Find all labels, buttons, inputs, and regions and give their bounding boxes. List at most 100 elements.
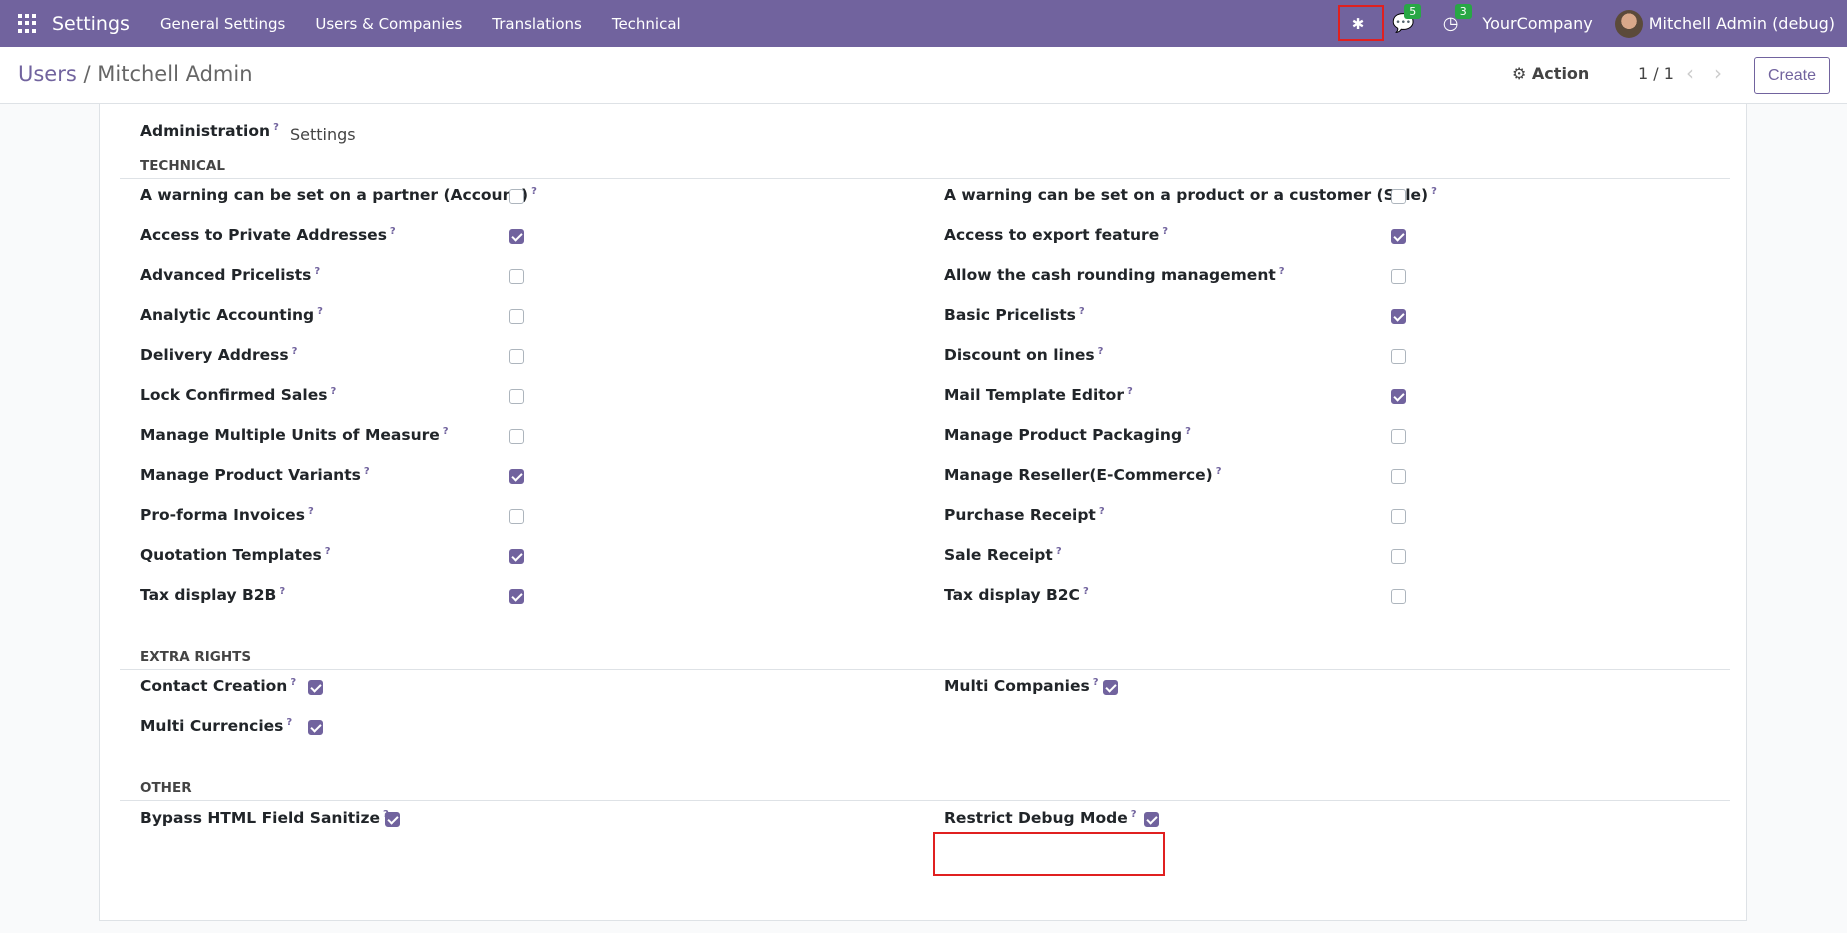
- pager-value[interactable]: 1 / 1: [1638, 64, 1674, 83]
- pager-next-icon[interactable]: ›: [1714, 61, 1722, 85]
- checkbox-pro-forma-invoices[interactable]: [509, 509, 524, 524]
- checkbox-manage-product-variants[interactable]: [509, 469, 524, 484]
- action-menu[interactable]: ⚙ Action: [1512, 64, 1589, 83]
- other-divider: [120, 800, 1730, 801]
- field-label-restrict-debug-mode: Restrict Debug Mode?: [944, 809, 1137, 828]
- field-label-a-warning-can-be-set-on-a-product-or-a-customer-sale: A warning can be set on a product or a c…: [944, 186, 1437, 205]
- help-icon[interactable]: ?: [1098, 506, 1105, 517]
- field-label-manage-product-variants: Manage Product Variants?: [140, 466, 370, 485]
- help-icon[interactable]: ?: [314, 266, 321, 277]
- checkbox-bypass-html-field-sanitize[interactable]: [385, 812, 400, 827]
- menu-general-settings[interactable]: General Settings: [159, 14, 286, 33]
- menu-translations[interactable]: Translations: [492, 14, 582, 33]
- gear-icon: ⚙: [1512, 64, 1527, 83]
- help-icon[interactable]: ?: [1055, 546, 1062, 557]
- help-icon[interactable]: ?: [1082, 586, 1089, 597]
- checkbox-delivery-address[interactable]: [509, 349, 524, 364]
- app-menu-icon[interactable]: [18, 13, 38, 34]
- help-icon[interactable]: ?: [1278, 266, 1285, 277]
- help-icon[interactable]: ?: [290, 677, 297, 688]
- field-label-manage-product-packaging: Manage Product Packaging?: [944, 426, 1191, 445]
- help-icon[interactable]: ?: [389, 226, 396, 237]
- menu-users-companies[interactable]: Users & Companies: [315, 14, 463, 33]
- checkbox-a-warning-can-be-set-on-a-partner-account[interactable]: [509, 189, 524, 204]
- help-icon[interactable]: ?: [317, 306, 323, 317]
- field-label-multi-companies: Multi Companies?: [944, 677, 1099, 696]
- field-label-sale-receipt: Sale Receipt?: [944, 546, 1062, 565]
- user-menu[interactable]: Mitchell Admin (debug): [1648, 14, 1835, 33]
- checkbox-quotation-templates[interactable]: [509, 549, 524, 564]
- help-icon[interactable]: ?: [1092, 677, 1099, 688]
- help-icon[interactable]: ?: [1097, 346, 1104, 357]
- messages-icon[interactable]: 💬 5: [1392, 4, 1422, 34]
- checkbox-access-to-private-addresses[interactable]: [509, 229, 524, 244]
- field-label-delivery-address: Delivery Address?: [140, 346, 298, 365]
- checkbox-discount-on-lines[interactable]: [1391, 349, 1406, 364]
- pager-prev-icon[interactable]: ‹: [1686, 61, 1694, 85]
- checkbox-basic-pricelists[interactable]: [1391, 309, 1406, 324]
- checkbox-contact-creation[interactable]: [308, 680, 323, 695]
- help-icon[interactable]: ?: [1162, 226, 1169, 237]
- field-label-discount-on-lines: Discount on lines?: [944, 346, 1104, 365]
- administration-value[interactable]: Settings: [290, 125, 356, 144]
- field-label-mail-template-editor: Mail Template Editor?: [944, 386, 1133, 405]
- field-label-access-to-private-addresses: Access to Private Addresses?: [140, 226, 396, 245]
- help-icon[interactable]: ?: [286, 717, 293, 728]
- technical-divider: [120, 178, 1730, 179]
- app-brand[interactable]: Settings: [52, 12, 130, 35]
- activities-badge: 3: [1454, 4, 1472, 19]
- checkbox-tax-display-b2b[interactable]: [509, 589, 524, 604]
- checkbox-allow-the-cash-rounding-management[interactable]: [1391, 269, 1406, 284]
- help-icon[interactable]: ?: [1431, 186, 1437, 197]
- field-label-a-warning-can-be-set-on-a-partner-account: A warning can be set on a partner (Accou…: [140, 186, 537, 205]
- breadcrumb-users[interactable]: Users: [18, 62, 77, 86]
- checkbox-advanced-pricelists[interactable]: [509, 269, 524, 284]
- checkbox-manage-reseller-e-commerce[interactable]: [1391, 469, 1406, 484]
- activities-clock-icon[interactable]: ◷ 3: [1443, 4, 1472, 34]
- debug-bug-icon[interactable]: ✱: [1351, 14, 1365, 33]
- help-icon[interactable]: ?: [307, 506, 314, 517]
- checkbox-tax-display-b2c[interactable]: [1391, 589, 1406, 604]
- breadcrumb-sep: /: [83, 62, 91, 86]
- messages-badge: 5: [1404, 4, 1422, 19]
- field-label-purchase-receipt: Purchase Receipt?: [944, 506, 1105, 525]
- create-button[interactable]: Create: [1754, 57, 1830, 94]
- help-icon[interactable]: ?: [1130, 809, 1137, 820]
- checkbox-lock-confirmed-sales[interactable]: [509, 389, 524, 404]
- help-icon[interactable]: ?: [330, 386, 337, 397]
- help-icon[interactable]: ?: [324, 546, 331, 557]
- company-switcher[interactable]: YourCompany: [1482, 14, 1593, 33]
- help-icon[interactable]: ?: [279, 586, 286, 597]
- administration-label: Administration?: [140, 122, 279, 141]
- help-icon[interactable]: ?: [1185, 426, 1191, 437]
- help-icon[interactable]: ?: [1078, 306, 1085, 317]
- checkbox-manage-multiple-units-of-measure[interactable]: [509, 429, 524, 444]
- help-icon[interactable]: ?: [1126, 386, 1133, 397]
- checkbox-analytic-accounting[interactable]: [509, 309, 524, 324]
- help-icon[interactable]: ?: [363, 466, 370, 477]
- checkbox-a-warning-can-be-set-on-a-product-or-a-customer-sale[interactable]: [1391, 189, 1406, 204]
- field-label-analytic-accounting: Analytic Accounting?: [140, 306, 323, 325]
- help-icon[interactable]: ?: [442, 426, 449, 437]
- avatar[interactable]: [1614, 9, 1643, 38]
- field-label-allow-the-cash-rounding-management: Allow the cash rounding management?: [944, 266, 1285, 285]
- action-label: Action: [1531, 64, 1590, 83]
- menu-technical[interactable]: Technical: [611, 14, 681, 33]
- checkbox-restrict-debug-mode[interactable]: [1144, 812, 1159, 827]
- field-label-tax-display-b2c: Tax display B2C?: [944, 586, 1089, 605]
- checkbox-access-to-export-feature[interactable]: [1391, 229, 1406, 244]
- help-icon[interactable]: ?: [291, 346, 298, 357]
- field-label-pro-forma-invoices: Pro-forma Invoices?: [140, 506, 314, 525]
- checkbox-manage-product-packaging[interactable]: [1391, 429, 1406, 444]
- other-section-title: OTHER: [140, 780, 192, 796]
- checkbox-multi-companies[interactable]: [1103, 680, 1118, 695]
- checkbox-mail-template-editor[interactable]: [1391, 389, 1406, 404]
- field-label-quotation-templates: Quotation Templates?: [140, 546, 331, 565]
- checkbox-sale-receipt[interactable]: [1391, 549, 1406, 564]
- field-label-lock-confirmed-sales: Lock Confirmed Sales?: [140, 386, 337, 405]
- help-icon[interactable]: ?: [1215, 466, 1222, 477]
- help-icon[interactable]: ?: [531, 186, 537, 197]
- checkbox-purchase-receipt[interactable]: [1391, 509, 1406, 524]
- checkbox-multi-currencies[interactable]: [308, 720, 323, 735]
- debug-highlight-box: [1338, 5, 1384, 41]
